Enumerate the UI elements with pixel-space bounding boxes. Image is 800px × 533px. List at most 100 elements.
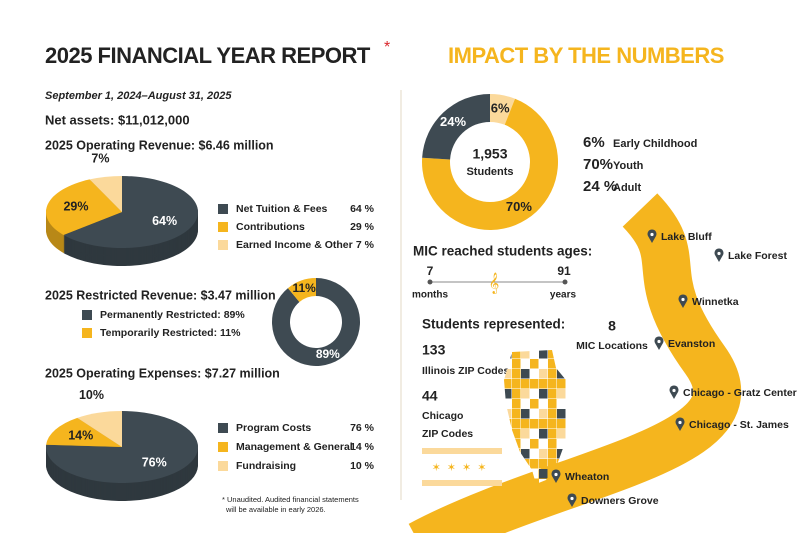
legend-swatch — [218, 461, 228, 471]
legend-value: 64 % — [350, 203, 375, 215]
map-tile — [539, 459, 548, 469]
pie-slice — [46, 417, 123, 447]
map-tile — [530, 409, 539, 419]
map-tile — [521, 439, 530, 449]
pin-dot — [554, 472, 558, 477]
net-assets: Net assets: $11,012,000 — [45, 112, 190, 127]
chicago-label: Chicago — [422, 410, 463, 422]
legend-label: Program Costs — [236, 422, 311, 434]
map-tile — [557, 389, 566, 399]
location-pin — [551, 469, 561, 483]
map-tile — [521, 379, 530, 389]
map-tile — [530, 439, 539, 449]
legend-swatch — [218, 204, 228, 214]
illinois-label: Illinois ZIP Codes — [422, 365, 509, 377]
location-label: Wheaton — [565, 471, 609, 483]
legend-value: 10 % — [350, 460, 375, 472]
legend-value: 76 % — [350, 422, 375, 434]
map-tile — [539, 419, 548, 429]
map-tile — [530, 419, 539, 429]
map-tile — [530, 399, 539, 409]
footnote: will be available in early 2026. — [225, 505, 326, 514]
map-tile — [539, 389, 548, 399]
map-tile — [530, 379, 539, 389]
map-tile — [504, 449, 512, 459]
age-dot — [562, 279, 568, 285]
map-tile — [504, 399, 512, 409]
legend-label: Temporarily Restricted: 11% — [100, 327, 241, 339]
flag-stripe — [422, 480, 502, 486]
donut-slice — [422, 98, 558, 230]
location-pin — [714, 248, 724, 262]
location-pin — [675, 417, 685, 431]
map-tile — [512, 399, 521, 409]
map-tile — [557, 409, 566, 419]
map-tile — [548, 350, 557, 359]
pie-slice — [45, 411, 199, 483]
legend-label: Earned Income & Other — [236, 239, 353, 251]
pin-dot — [678, 420, 682, 425]
donut-center: 1,953 — [472, 146, 507, 162]
asterisk: * — [384, 39, 390, 56]
slice-label: 76% — [142, 456, 167, 470]
map-tile — [512, 350, 521, 359]
map-tile — [548, 399, 557, 409]
map-tile — [521, 350, 530, 359]
map-tile — [504, 459, 512, 469]
legend-label: Youth — [613, 160, 644, 172]
legend-label: Early Childhood — [613, 138, 697, 150]
illinois-count: 133 — [422, 342, 446, 358]
map-tile — [557, 379, 566, 389]
location-pin — [567, 493, 577, 507]
map-tile — [530, 449, 539, 459]
pin-dot — [672, 388, 676, 393]
legend-swatch — [218, 240, 228, 250]
map-tile — [512, 379, 521, 389]
location-label: Lake Bluff — [661, 231, 712, 243]
map-tile — [530, 350, 539, 359]
map-tile — [521, 409, 530, 419]
map-tile — [548, 389, 557, 399]
map-tile — [530, 369, 539, 379]
map-tile — [521, 459, 530, 469]
map-tile — [504, 409, 512, 419]
ages-title: MIC reached students ages: — [413, 244, 592, 259]
flag-stars: ✶✶✶✶ — [432, 462, 493, 474]
pin-dot — [650, 232, 654, 237]
location-label: Evanston — [668, 338, 715, 350]
map-tile — [539, 359, 548, 369]
map-tile — [539, 409, 548, 419]
map-tile — [521, 399, 530, 409]
map-tile — [548, 429, 557, 439]
legend-value: 7 % — [356, 239, 375, 251]
chart-title: 2025 Operating Expenses: $7.27 million — [45, 366, 280, 380]
pin-dot — [717, 251, 721, 256]
locations-label: MIC Locations — [576, 340, 648, 352]
pin-dot — [657, 339, 661, 344]
legend-swatch — [218, 222, 228, 232]
map-tile — [557, 359, 566, 369]
map-tile — [521, 429, 530, 439]
legend-value: 70% — [583, 156, 613, 173]
map-tile — [557, 399, 566, 409]
map-tile — [548, 439, 557, 449]
pie-slice — [45, 179, 122, 235]
locations-count: 8 — [608, 318, 616, 334]
location-label: Chicago - Gratz Center — [683, 387, 797, 399]
map-tile — [530, 459, 539, 469]
slice-label: 11% — [292, 281, 316, 295]
slice-label: 14% — [68, 429, 93, 443]
age-min: 7 — [427, 264, 434, 278]
age-max-unit: years — [550, 290, 577, 301]
map-tile — [504, 369, 512, 379]
donut-center-sub: Students — [466, 166, 513, 178]
slice-label: 10% — [79, 388, 104, 402]
legend-label: Contributions — [236, 221, 305, 233]
pie-slice — [89, 176, 122, 212]
legend-label: Adult — [613, 182, 641, 194]
slice-label: 6% — [491, 100, 510, 115]
map-tile — [548, 379, 557, 389]
pin-dot — [570, 496, 574, 501]
flag-stripe — [422, 448, 502, 454]
